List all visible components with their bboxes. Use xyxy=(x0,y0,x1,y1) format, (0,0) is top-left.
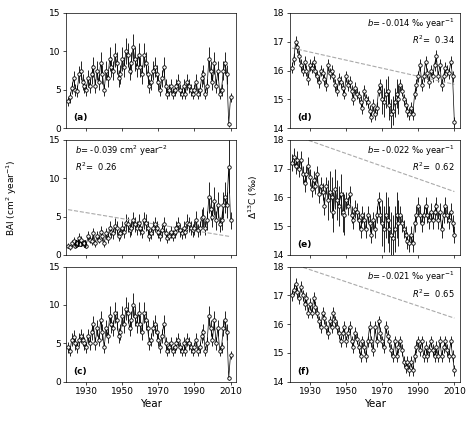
Text: (f): (f) xyxy=(297,367,309,376)
Text: (b): (b) xyxy=(73,240,88,249)
X-axis label: Year: Year xyxy=(364,399,386,409)
X-axis label: Year: Year xyxy=(140,399,162,409)
Text: (d): (d) xyxy=(297,113,311,122)
Text: $b$= -0.039 cm$^2$ year$^{-2}$
$R^2$=  0.26: $b$= -0.039 cm$^2$ year$^{-2}$ $R^2$= 0.… xyxy=(75,143,168,173)
Text: (a): (a) xyxy=(73,113,88,122)
Text: $b$= -0.014 ‰ year$^{-1}$
$R^2$=  0.34: $b$= -0.014 ‰ year$^{-1}$ $R^2$= 0.34 xyxy=(367,16,455,46)
Text: BAI (cm$^2$ year$^{-1}$): BAI (cm$^2$ year$^{-1}$) xyxy=(5,159,19,236)
Text: $\Delta^{13}$C (‰): $\Delta^{13}$C (‰) xyxy=(247,175,260,219)
Text: (e): (e) xyxy=(297,240,311,249)
Text: $b$= -0.021 ‰ year$^{-1}$
$R^2$=  0.65: $b$= -0.021 ‰ year$^{-1}$ $R^2$= 0.65 xyxy=(367,270,455,300)
Text: $b$= -0.022 ‰ year$^{-1}$
$R^2$=  0.62: $b$= -0.022 ‰ year$^{-1}$ $R^2$= 0.62 xyxy=(367,143,455,173)
Text: (c): (c) xyxy=(73,367,87,376)
